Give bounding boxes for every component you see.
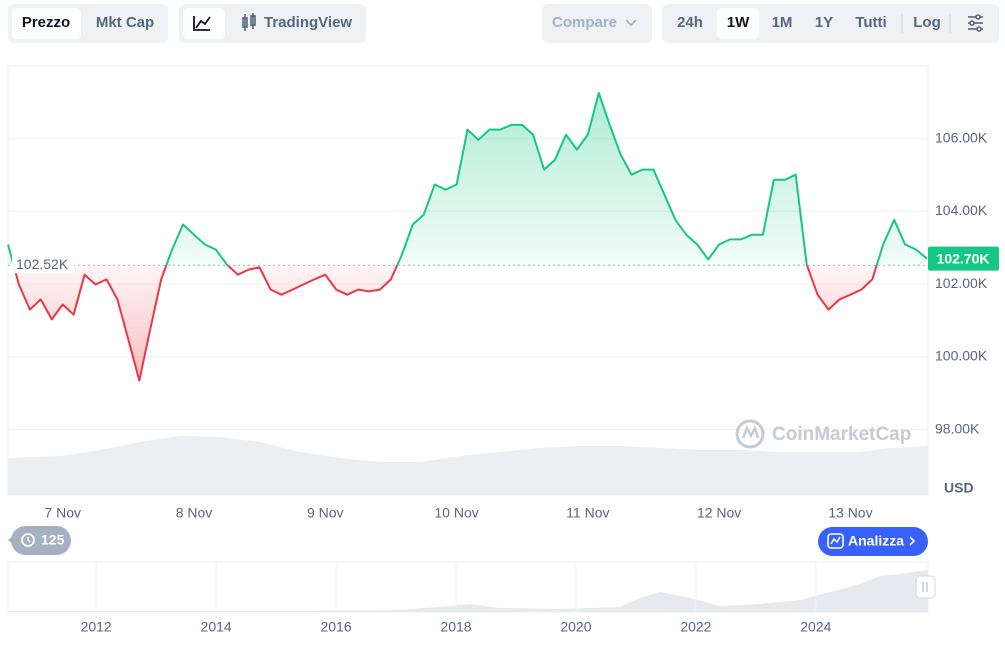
- watermark: CoinMarketCap: [735, 419, 911, 449]
- x-tick-label: 11 Nov: [566, 505, 609, 521]
- analyze-label: Analizza: [848, 533, 904, 549]
- current-price-bg: [928, 246, 999, 271]
- chart-type-group: [179, 4, 366, 43]
- range-all[interactable]: Tutti: [855, 14, 886, 31]
- candle-icon: [242, 13, 256, 31]
- line-down: [12, 265, 878, 382]
- range-1w[interactable]: 1W: [727, 14, 750, 31]
- area-down: [13, 265, 877, 381]
- line-icon: [193, 16, 211, 31]
- log-button[interactable]: Log: [913, 14, 941, 31]
- baseline-label-bg: [12, 255, 74, 274]
- range-1m[interactable]: 1M: [772, 14, 793, 31]
- area-up: [8, 92, 927, 266]
- range-selected-bg: [717, 8, 759, 39]
- y-tick-label: 100.00K: [935, 348, 988, 364]
- history-badge[interactable]: [11, 526, 71, 555]
- compare-button[interactable]: [542, 4, 652, 43]
- price-series: 102.52K 102.70K: [7, 91, 999, 382]
- range-1y[interactable]: 1Y: [815, 14, 833, 31]
- volume-area: [8, 436, 928, 495]
- y-tick-label: 104.00K: [935, 202, 988, 218]
- current-price-label: 102.70K: [937, 250, 990, 266]
- chevron: [625, 19, 637, 27]
- watermark-text: CoinMarketCap: [772, 424, 911, 445]
- y-tick-label: 102.00K: [935, 275, 988, 291]
- navigator-tick-label: 2022: [680, 619, 711, 635]
- navigator-handle[interactable]: [915, 575, 936, 599]
- y-unit: USD: [944, 480, 974, 496]
- y-tick-label: 106.00K: [935, 129, 988, 145]
- badge-arrow: [8, 535, 14, 545]
- analyze-chevron: [909, 536, 916, 546]
- compare-label: Compare: [552, 14, 617, 31]
- navigator-tick-label: 2018: [440, 619, 471, 635]
- tab-selected-bg: [12, 8, 81, 39]
- navigator-area: [8, 570, 928, 612]
- analyze-button[interactable]: [818, 527, 928, 556]
- x-tick-label: 13 Nov: [828, 505, 872, 521]
- x-tick-label: 7 Nov: [44, 505, 81, 521]
- analyze-icon-line: [830, 536, 841, 545]
- range-24h[interactable]: 24h: [677, 14, 703, 31]
- navigator-tick-label: 2024: [800, 619, 831, 635]
- analyze-icon: [827, 533, 844, 549]
- history-icon-hand: [27, 537, 31, 543]
- x-tick-label: 9 Nov: [307, 505, 344, 521]
- x-tick-label: 8 Nov: [176, 505, 213, 521]
- navigator-axis: 2012 2014 2016 2018 2020 2022 2024: [81, 562, 832, 635]
- x-tick-label: 12 Nov: [697, 505, 741, 521]
- tab-prezzo[interactable]: Prezzo: [22, 14, 70, 31]
- x-tick-label: 10 Nov: [434, 505, 478, 521]
- history-count: 125: [41, 532, 65, 548]
- navigator-tick-label: 2014: [201, 619, 232, 635]
- history-icon: [21, 533, 35, 547]
- navigator-tick-label: 2016: [320, 619, 351, 635]
- navigator-tick-label: 2012: [81, 619, 112, 635]
- baseline-label: 102.52K: [16, 256, 69, 272]
- line-up: [7, 91, 928, 266]
- navigator-tick-label: 2020: [560, 619, 591, 635]
- settings-icon[interactable]: [968, 14, 983, 32]
- tradingview-button[interactable]: TradingView: [264, 14, 352, 31]
- tab-mkt-cap[interactable]: Mkt Cap: [96, 14, 154, 31]
- y-tick-label: 98.00K: [935, 420, 980, 436]
